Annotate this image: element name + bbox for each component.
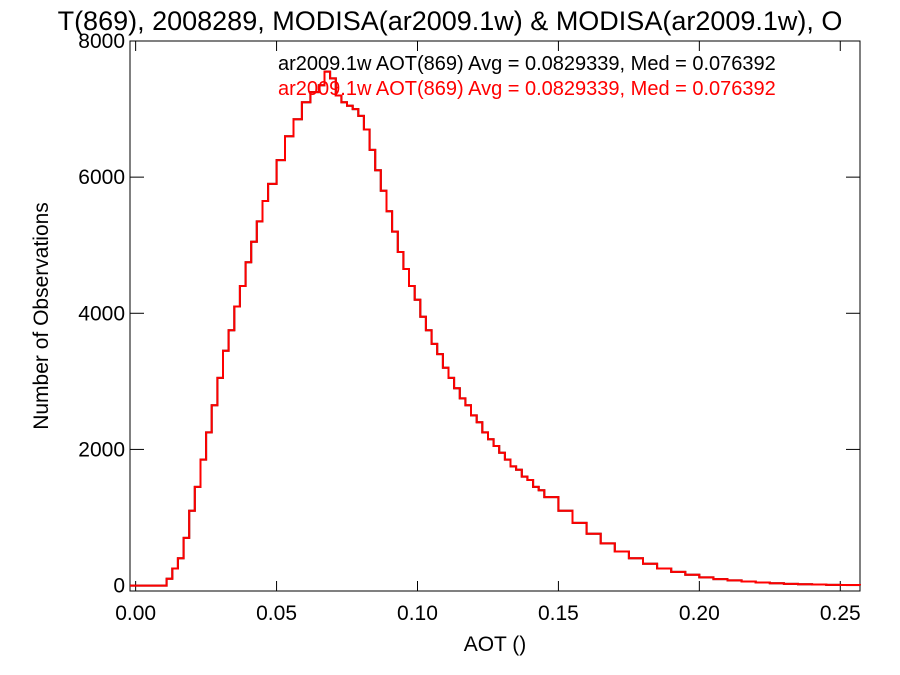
y-tick-label: 0	[113, 575, 125, 598]
series-2-line	[130, 70, 861, 587]
legend-entry-1: ar2009.1w AOT(869) Avg = 0.0829339, Med …	[278, 53, 776, 75]
chart-title: T(869), 2008289, MODISA(ar2009.1w) & MOD…	[58, 6, 843, 36]
y-axis-label: Number of Observations	[30, 202, 53, 430]
series-1-line	[130, 70, 861, 587]
x-tick-label: 0.00	[115, 602, 156, 625]
x-tick-label: 0.20	[679, 602, 720, 625]
y-tick-label: 4000	[78, 302, 125, 325]
legend-entry-2: ar2009.1w AOT(869) Avg = 0.0829339, Med …	[278, 78, 776, 100]
y-axis: 0 2000 4000 6000 8000	[78, 30, 860, 598]
x-tick-label: 0.25	[820, 602, 861, 625]
x-tick-label: 0.10	[397, 602, 438, 625]
y-tick-label: 6000	[78, 166, 125, 189]
x-axis: 0.00 0.05 0.10 0.15 0.20 0.25	[115, 41, 861, 625]
x-tick-label: 0.05	[256, 602, 297, 625]
plot-frame	[129, 40, 861, 592]
y-tick-label: 8000	[78, 30, 125, 53]
x-axis-label: AOT ()	[464, 633, 527, 656]
x-tick-label: 0.15	[538, 602, 579, 625]
series-layer	[130, 70, 861, 587]
y-tick-label: 2000	[78, 438, 125, 461]
